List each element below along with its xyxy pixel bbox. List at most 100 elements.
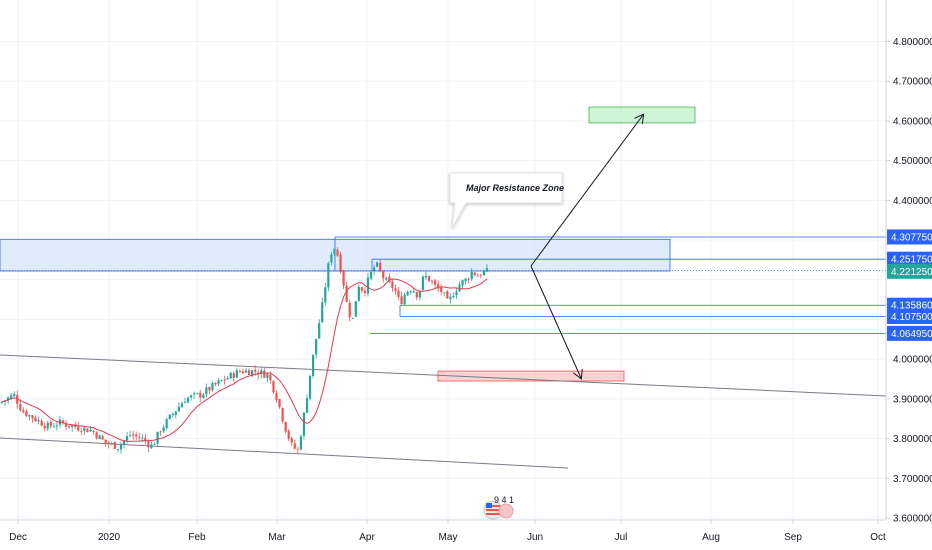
candle-down	[363, 287, 367, 297]
candle-body	[400, 296, 403, 305]
candle-body	[440, 287, 443, 292]
candle-body	[351, 317, 354, 319]
candle-down	[22, 407, 25, 414]
candle-up	[229, 371, 232, 380]
candle-down	[138, 432, 141, 441]
candle-down	[232, 371, 235, 383]
channel-lines	[0, 354, 887, 469]
candle-down	[135, 431, 138, 441]
candle-body	[363, 290, 367, 293]
candle-down	[397, 287, 400, 300]
candle-body	[165, 419, 168, 429]
candle-down	[16, 390, 19, 409]
candle-up	[266, 372, 269, 383]
candle-body	[162, 427, 165, 432]
candle-down	[113, 441, 116, 450]
candle-body	[333, 248, 336, 254]
candle-down	[479, 273, 482, 278]
candle-body	[336, 249, 339, 256]
candle-body	[342, 270, 345, 286]
candle-body	[235, 370, 238, 378]
candle-up	[150, 441, 153, 449]
candle-body	[458, 284, 461, 292]
candle-body	[281, 408, 284, 422]
candle-body	[183, 401, 187, 403]
candle-body	[308, 375, 312, 399]
watermark-text: 9 4 1	[494, 495, 514, 505]
candle-body	[19, 404, 22, 411]
candle-up	[351, 317, 354, 320]
candle-body	[71, 425, 74, 428]
candle-body	[46, 422, 49, 429]
candle-down	[290, 436, 293, 447]
candle-body	[388, 276, 391, 283]
candle-body	[315, 338, 318, 355]
candle-up	[369, 271, 373, 281]
time-tick-label: Dec	[9, 532, 27, 543]
candle-body	[312, 354, 315, 376]
candle-body	[168, 414, 171, 419]
candle-body	[418, 290, 421, 298]
candle-body	[16, 395, 19, 404]
candle-body	[193, 393, 196, 395]
watermark: 9 4 1	[483, 495, 514, 520]
candle-body	[409, 291, 412, 293]
candle-down	[104, 439, 107, 447]
candle-up	[418, 290, 421, 301]
candle-up	[251, 369, 254, 378]
candle-up	[55, 421, 58, 431]
candle-up	[177, 402, 180, 412]
candle-body	[220, 380, 223, 382]
candle-down	[437, 279, 440, 292]
candle-body	[482, 270, 485, 276]
candle-body	[40, 420, 43, 426]
candle-body	[171, 413, 174, 416]
candle-body	[278, 399, 281, 408]
price-badge-bg	[887, 263, 932, 279]
candle-body	[177, 406, 180, 412]
price-badge: 4.064950	[887, 325, 932, 341]
candle-body	[394, 288, 397, 292]
candle-body	[287, 430, 290, 439]
candle-down	[61, 418, 65, 425]
candle-body	[385, 277, 388, 280]
price-badge: 4.135860	[887, 297, 932, 313]
candle-up	[153, 442, 156, 445]
price-axis[interactable]: 4.800000 4.700000 4.600000 4.500000 4.400000…	[885, 0, 932, 525]
candle-down	[107, 440, 110, 449]
candle-up	[174, 411, 177, 419]
channel-lower-line	[0, 437, 569, 469]
candle-body	[473, 272, 476, 276]
candle-body	[424, 276, 428, 278]
candle-down	[238, 368, 241, 373]
candle-body	[31, 415, 34, 419]
candle-down	[40, 418, 43, 427]
candle-up	[443, 291, 446, 297]
candle-body	[360, 287, 363, 291]
candle-body	[159, 431, 162, 433]
candle-body	[357, 287, 360, 301]
time-axis[interactable]: Dec 2020 Feb Mar Apr May Jun Jul Aug Sep Oct	[0, 519, 886, 543]
candle-up	[455, 287, 458, 300]
price-badge-label: 4.135860	[891, 301, 932, 312]
candle-down	[415, 291, 418, 301]
candle-body	[455, 291, 458, 296]
candle-up	[376, 261, 379, 268]
candle-down	[287, 428, 290, 442]
price-badge-label: 4.107500	[891, 312, 932, 323]
candle-down	[394, 284, 397, 295]
candle-up	[385, 276, 388, 282]
price-badge-label: 4.307750	[891, 232, 932, 243]
candle-down	[388, 273, 391, 283]
candle-body	[254, 369, 257, 372]
candle-body	[214, 382, 217, 385]
candle-up	[321, 297, 324, 324]
price-tick-label: 4.700000	[893, 77, 932, 88]
candle-body	[373, 267, 376, 272]
candle-down	[199, 389, 202, 403]
candle-body	[43, 425, 46, 429]
candle-body	[470, 271, 473, 280]
candle-body	[321, 302, 324, 323]
